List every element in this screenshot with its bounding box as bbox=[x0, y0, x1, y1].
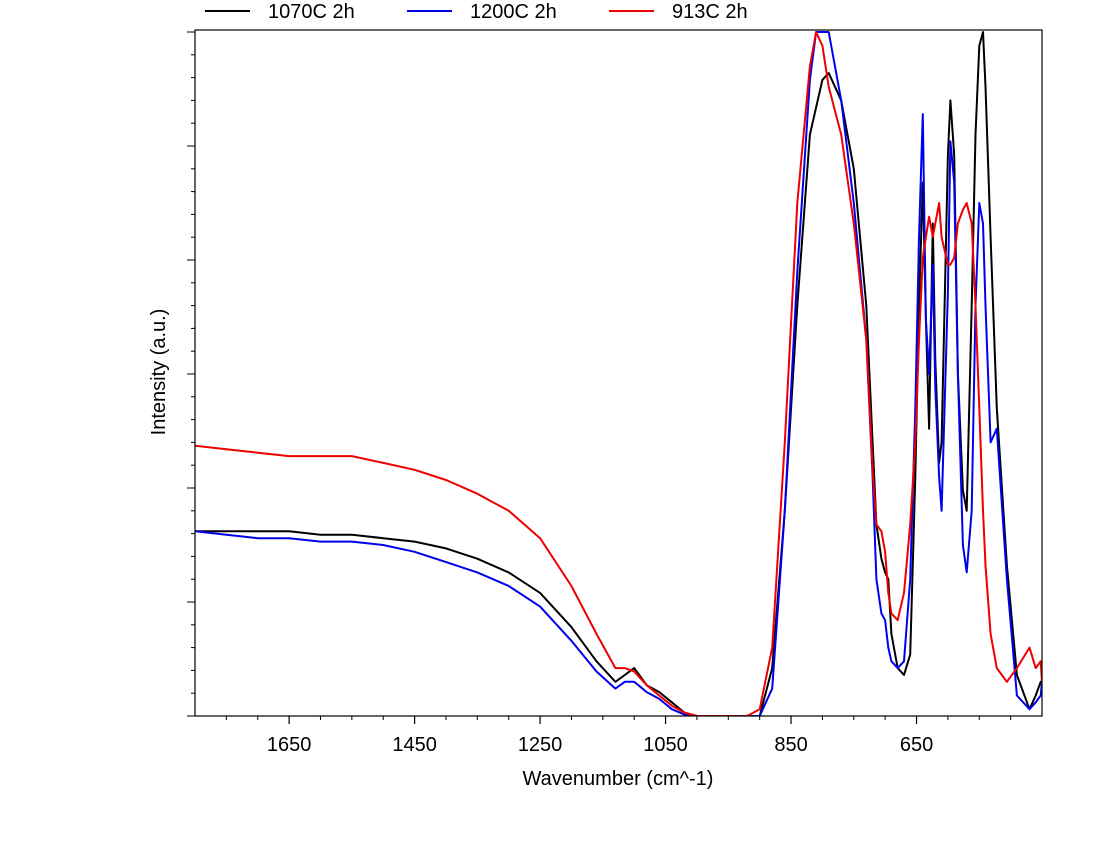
x-tick-label: 1650 bbox=[267, 734, 312, 756]
legend-label: 1200C 2h bbox=[470, 1, 557, 23]
legend: 1070C 2h 1200C 2h 913C 2h bbox=[197, 0, 767, 26]
x-tick-label: 1050 bbox=[643, 734, 688, 756]
series-line-3 bbox=[195, 31, 1042, 716]
x-tick-label: 650 bbox=[900, 734, 933, 756]
legend-label: 913C 2h bbox=[672, 1, 748, 23]
series-line-1 bbox=[195, 31, 1042, 716]
y-axis-title: Intensity (a.u.) bbox=[148, 309, 170, 436]
axes: 1650 1450 1250 1050 850 650 bbox=[187, 29, 1043, 756]
x-axis-title: Wavenumber (cm^-1) bbox=[523, 768, 714, 790]
x-tick-label: 1250 bbox=[518, 734, 563, 756]
x-tick-label: 850 bbox=[774, 734, 807, 756]
x-tick-label: 1450 bbox=[392, 734, 437, 756]
plot-frame bbox=[194, 29, 1043, 717]
series-line-2 bbox=[195, 31, 1042, 716]
plot-area bbox=[195, 31, 1042, 716]
legend-label: 1070C 2h bbox=[268, 1, 355, 23]
legend-box bbox=[197, 0, 767, 26]
